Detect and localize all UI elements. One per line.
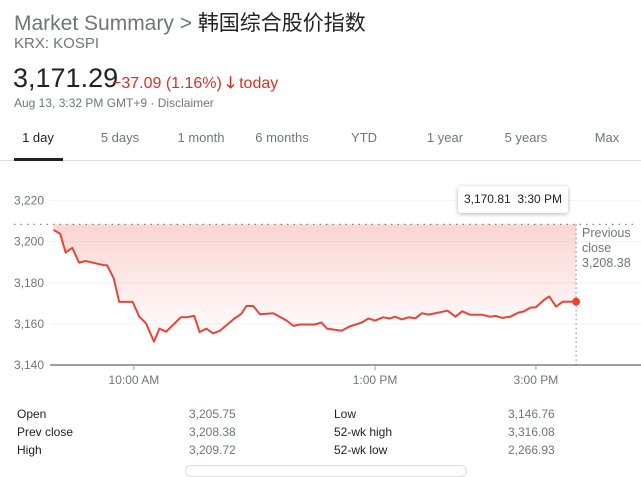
page-title: Market Summary > 韩国综合股价指数 [14,7,366,37]
breadcrumb-market-summary[interactable]: Market Summary [14,12,174,35]
previous-close-label: Previous [582,226,631,240]
stat-value-open: 3,205.75 [189,407,236,421]
ticker-symbol: KRX: KOSPI [14,35,100,52]
current-point-marker [572,297,581,306]
tab-1-year[interactable]: 1 year [426,130,464,145]
stat-value-prev-close: 3,208.38 [189,425,236,439]
timestamp: Aug 13, 3:32 PM GMT+9 [14,96,148,110]
stat-value-52wk-low: 2,266.93 [508,443,555,457]
previous-close-label-2: close [582,241,612,255]
tab-max[interactable]: Max [594,130,620,145]
stat-value-52wk-high: 3,316.08 [508,425,555,439]
x-tick-label: 1:00 PM [353,373,398,387]
y-tick-label: 3,160 [14,317,44,331]
tab-5-years[interactable]: 5 years [504,130,548,145]
y-tick-label: 3,200 [14,235,44,249]
stat-label-open: Open [17,407,47,421]
tooltip-value: 3,170.81 [463,192,511,206]
stat-label-low: Low [334,407,357,421]
stat-label-52wk-high: 52-wk high [334,425,393,439]
tab-6-months[interactable]: 6 months [255,130,309,145]
price-line [52,229,577,343]
range-tabs: 1 day 5 days 1 month 6 months YTD 1 year… [0,120,641,161]
tab-1-day[interactable]: 1 day [22,130,54,145]
stat-value-high: 3,209.72 [189,443,236,457]
stat-label-high: High [17,443,42,457]
more-about-bar[interactable] [185,465,467,477]
change-value: −37.09 (1.16%) [112,75,222,92]
tab-ytd[interactable]: YTD [351,130,377,145]
breadcrumb-separator: > [179,12,192,35]
x-tick-label: 10:00 AM [109,373,160,387]
arrow-down-icon: 🡓 [226,75,235,92]
previous-close-value: 3,208.38 [582,256,631,270]
meta-separator: · [150,96,155,110]
price-area-fill [53,224,577,342]
stat-value-low: 3,146.76 [508,407,555,421]
y-tick-label: 3,140 [14,358,44,372]
tab-1-month[interactable]: 1 month [177,130,225,145]
stat-label-prev-close: Prev close [17,425,74,439]
y-tick-label: 3,220 [14,194,44,208]
disclaimer-link[interactable]: Disclaimer [157,96,214,110]
hover-tooltip: 3,170.81 3:30 PM [458,186,568,213]
tab-5-days[interactable]: 5 days [100,130,140,145]
stat-label-52wk-low: 52-wk low [334,443,388,457]
active-tab-indicator [14,158,63,161]
tooltip-time: 3:30 PM [517,192,563,206]
index-name: 韩国综合股价指数 [197,12,366,35]
change-period: today [239,75,279,92]
y-tick-label: 3,180 [14,276,44,290]
quote-meta: Aug 13, 3:32 PM GMT+9 · Disclaimer [14,96,214,110]
current-price: 3,171.29 [13,63,119,93]
x-tick-label: 3:00 PM [514,373,559,387]
price-change: −37.09 (1.16%) 🡓 today [112,72,278,99]
